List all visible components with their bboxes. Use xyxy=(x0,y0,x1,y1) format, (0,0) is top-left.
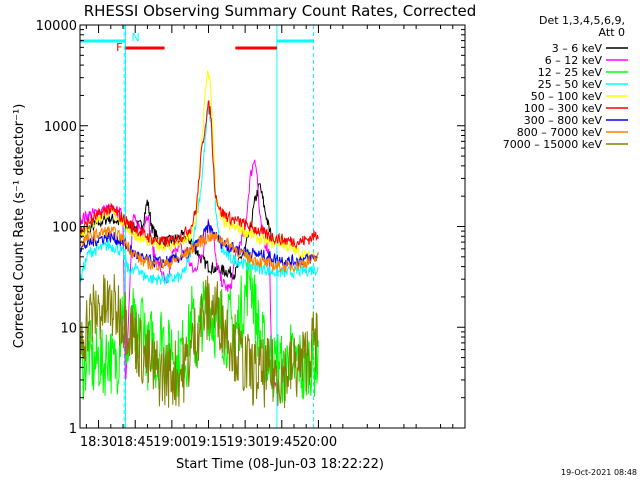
chart-title: RHESSI Observing Summary Count Rates, Co… xyxy=(84,2,477,20)
x-axis: 18:30 18:45 19:00 19:15 19:30 19:45 20:00 xyxy=(80,25,454,450)
series-layer xyxy=(79,70,319,409)
series-line-6 xyxy=(79,100,319,250)
x-tick-label: 19:15 xyxy=(190,435,227,450)
x-tick-label: 20:00 xyxy=(300,435,337,450)
legend-label: 100 – 300 keV xyxy=(524,102,603,115)
flare-flag-label: F xyxy=(116,41,122,54)
x-tick-label: 19:30 xyxy=(226,435,263,450)
series-line-8 xyxy=(79,226,319,273)
y-axis-label: Corrected Count Rate (s⁻¹ detector⁻¹) xyxy=(12,104,27,349)
flag-bars: NF xyxy=(80,31,314,54)
series-line-5 xyxy=(79,70,319,263)
x-tick-label: 18:30 xyxy=(80,435,117,450)
legend-label: 50 – 100 keV xyxy=(531,90,603,103)
legend-label: 6 – 12 keV xyxy=(545,54,603,67)
y-tick-label: 100 xyxy=(52,221,77,236)
legend-label: 7000 – 15000 keV xyxy=(503,138,603,151)
y-tick-label: 1000 xyxy=(44,120,77,135)
series-line-9 xyxy=(79,274,319,409)
y-tick-label: 1 xyxy=(69,422,77,437)
y-tick-label: 10000 xyxy=(36,19,77,34)
legend-label: 25 – 50 keV xyxy=(538,78,603,91)
x-axis-label: Start Time (08-Jun-03 18:22:22) xyxy=(176,457,384,472)
legend-header-line-2: Att 0 xyxy=(599,26,625,39)
legend-label: 12 – 25 keV xyxy=(538,66,603,79)
x-tick-label: 19:00 xyxy=(153,435,190,450)
legend-label: 300 – 800 keV xyxy=(524,114,603,127)
x-tick-label: 19:45 xyxy=(263,435,300,450)
generation-timestamp: 19-Oct-2021 08:48 xyxy=(561,468,637,477)
series-line-4 xyxy=(79,106,319,286)
legend-label: 800 – 7000 keV xyxy=(517,126,603,139)
legend-label: 3 – 6 keV xyxy=(552,42,603,55)
night-flag-label: N xyxy=(131,31,139,44)
legend-header-line-1: Det 1,3,4,5,6,9, xyxy=(539,14,625,27)
x-tick-label: 18:45 xyxy=(116,435,153,450)
y-tick-label: 10 xyxy=(60,321,77,336)
series-line-1 xyxy=(79,183,273,281)
y-axis: 1 10 100 1000 10000 xyxy=(36,19,465,437)
